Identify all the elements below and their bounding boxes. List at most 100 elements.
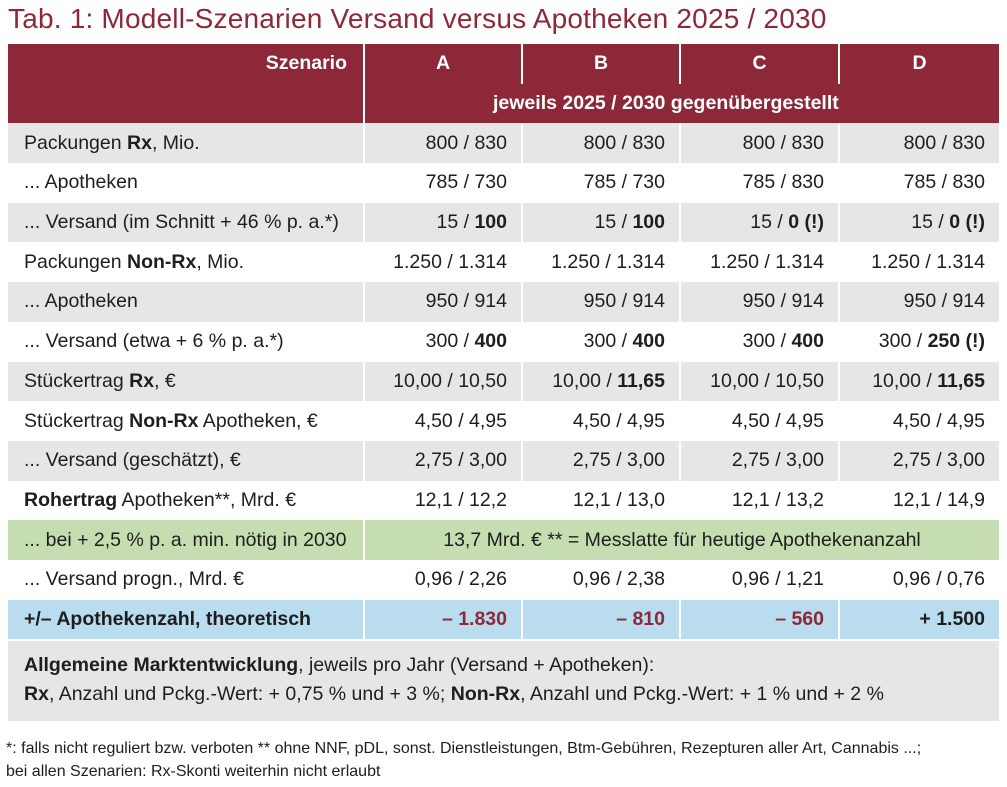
cell-scenario-d: 4,50 / 4,95 <box>838 401 999 441</box>
cell-part-0: 800 / 830 <box>425 131 507 154</box>
row-label-part-0: ... Versand (geschätzt), € <box>24 449 241 472</box>
cell-part-0: 10,00 / 10,50 <box>393 369 507 392</box>
cell-part-0: 300 / <box>742 330 792 353</box>
cell-part-0: 785 / 830 <box>742 171 824 194</box>
cell-part-1: 100 <box>632 211 665 234</box>
table-row: ... Versand (etwa + 6 % p. a.*) 300 / 400… <box>8 321 999 362</box>
row-label-part-1: Rx <box>127 131 152 154</box>
cell-scenario-b: 800 / 830 <box>521 123 680 164</box>
header-col-a: A <box>363 44 522 84</box>
cell-part-0: 2,75 / 3,00 <box>572 449 665 472</box>
cell-part-1: 0 (!) <box>949 211 985 234</box>
subheader-row: jeweils 2025 / 2030 gegenübergestellt <box>8 83 999 124</box>
header-corner-label: Szenario <box>8 44 364 84</box>
row-label-part-2: , Mio. <box>151 131 200 154</box>
cell-part-0: 15 / <box>436 211 475 234</box>
cell-scenario-c: 0,96 / 1,21 <box>679 559 839 600</box>
footnote: *: falls nicht reguliert bzw. verboten *… <box>6 737 921 783</box>
cell-scenario-d: 10,00 / 11,65 <box>838 361 999 402</box>
cell-scenario-a: 15 / 100 <box>363 202 522 243</box>
market-line-2-part-1: , Anzahl und Pckg.-Wert: + 0,75 % und + … <box>48 683 451 706</box>
cell-scenario-d: 785 / 830 <box>838 163 999 203</box>
header-col-c: C <box>679 44 839 84</box>
cell-part-0: 2,75 / 3,00 <box>731 449 824 472</box>
market-development-line-2: Rx, Anzahl und Pckg.-Wert: + 0,75 % und … <box>24 680 983 709</box>
row-label-part-0: ... Versand (im Schnitt + 46 % p. a.*) <box>24 211 339 234</box>
table-row: ... Versand (im Schnitt + 46 % p. a.*) 15… <box>8 202 999 243</box>
cell-part-0: 950 / 914 <box>903 290 985 313</box>
cell-scenario-d: 1.250 / 1.314 <box>838 242 999 283</box>
row-label: ... Versand (geschätzt), € <box>8 440 364 481</box>
cell-part-0: 950 / 914 <box>742 290 824 313</box>
table-row: ... Apotheken 950 / 914 950 / 914 950 / 914… <box>8 282 999 322</box>
cell-part-0: 12,1 / 13,2 <box>731 488 824 511</box>
row-label: Packungen Rx, Mio. <box>8 123 364 164</box>
cell-part-1: 400 <box>632 330 665 353</box>
result-scenario-c: – 560 <box>679 599 839 640</box>
cell-scenario-b: 12,1 / 13,0 <box>521 480 680 521</box>
cell-scenario-b: 10,00 / 11,65 <box>521 361 680 402</box>
cell-part-0: 800 / 830 <box>583 131 665 154</box>
benchmark-note: 13,7 Mrd. € ** = Messlatte für heutige A… <box>363 520 999 560</box>
footnote-line-1: *: falls nicht reguliert bzw. verboten *… <box>6 740 922 757</box>
cell-part-1: 100 <box>474 211 507 234</box>
cell-part-0: 4,50 / 4,95 <box>892 409 985 432</box>
cell-part-0: 800 / 830 <box>742 131 824 154</box>
cell-part-0: 12,1 / 14,9 <box>892 488 985 511</box>
cell-part-0: 4,50 / 4,95 <box>731 409 824 432</box>
cell-scenario-b: 15 / 100 <box>521 202 680 243</box>
table-row: Rohertrag Apotheken**, Mrd. € 12,1 / 12,2… <box>8 480 999 521</box>
row-label-part-2: , € <box>154 369 176 392</box>
row-label: Rohertrag Apotheken**, Mrd. € <box>8 480 364 521</box>
market-line-2-part-3: , Anzahl und Pckg.-Wert: + 1 % und + 2 % <box>520 683 884 706</box>
subheader-text: jeweils 2025 / 2030 gegenübergestellt <box>363 83 999 124</box>
cell-part-0: 950 / 914 <box>425 290 507 313</box>
cell-scenario-b: 1.250 / 1.314 <box>521 242 680 283</box>
row-label-part-2: , Mio. <box>196 250 245 273</box>
scenario-table-wrapper: Szenario A B C D jeweils 2025 / 2030 geg… <box>8 44 999 722</box>
cell-part-1: 11,65 <box>937 369 985 392</box>
cell-part-0: 2,75 / 3,00 <box>414 449 507 472</box>
cell-part-0: 300 / <box>425 330 475 353</box>
scenario-table-body: Szenario A B C D jeweils 2025 / 2030 geg… <box>8 44 999 640</box>
cell-scenario-a: 785 / 730 <box>363 163 522 203</box>
table-row: ... Apotheken 785 / 730 785 / 730 785 / 830… <box>8 163 999 203</box>
cell-part-0: 4,50 / 4,95 <box>414 409 507 432</box>
result-row: +/– Apothekenzahl, theoretisch – 1.830– 8… <box>8 599 999 640</box>
benchmark-row: ... bei + 2,5 % p. a. min. nötig in 2030… <box>8 520 999 560</box>
cell-scenario-c: 785 / 830 <box>679 163 839 203</box>
table-title: Tab. 1: Modell-Szenarien Versand versus … <box>8 3 827 34</box>
result-label: +/– Apothekenzahl, theoretisch <box>8 599 364 640</box>
cell-scenario-b: 785 / 730 <box>521 163 680 203</box>
row-label: ... Versand progn., Mrd. € <box>8 559 364 600</box>
row-label-part-0: Packungen <box>24 131 127 154</box>
row-label-part-0: ... Versand (etwa + 6 % p. a.*) <box>24 330 284 353</box>
cell-part-1: 11,65 <box>617 369 665 392</box>
row-label-part-0: ... Apotheken <box>24 171 138 194</box>
cell-scenario-c: 300 / 400 <box>679 321 839 362</box>
cell-part-0: 1.250 / 1.314 <box>871 250 985 273</box>
cell-scenario-a: 10,00 / 10,50 <box>363 361 522 402</box>
row-label: ... Apotheken <box>8 282 364 322</box>
cell-scenario-c: 15 / 0 (!) <box>679 202 839 243</box>
row-label-part-0: Rohertrag <box>24 488 118 511</box>
header-col-b: B <box>521 44 680 84</box>
cell-scenario-d: 12,1 / 14,9 <box>838 480 999 521</box>
market-line-2-part-2: Non-Rx <box>450 683 521 706</box>
row-label-part-1: Non-Rx <box>129 409 199 432</box>
cell-part-1: 400 <box>474 330 507 353</box>
cell-part-0: 15 / <box>911 211 950 234</box>
cell-scenario-c: 800 / 830 <box>679 123 839 164</box>
cell-part-0: 1.250 / 1.314 <box>710 250 824 273</box>
cell-part-0: 785 / 730 <box>583 171 665 194</box>
table-row: Stückertrag Rx, € 10,00 / 10,50 10,00 / 11… <box>8 361 999 402</box>
cell-part-0: 12,1 / 12,2 <box>414 488 507 511</box>
cell-part-0: 1.250 / 1.314 <box>551 250 665 273</box>
cell-scenario-a: 950 / 914 <box>363 282 522 322</box>
cell-scenario-d: 15 / 0 (!) <box>838 202 999 243</box>
benchmark-label: ... bei + 2,5 % p. a. min. nötig in 2030 <box>8 520 364 560</box>
cell-scenario-b: 300 / 400 <box>521 321 680 362</box>
market-development-line-1: Allgemeine Marktentwicklung, jeweils pro… <box>24 651 983 680</box>
row-label: Stückertrag Rx, € <box>8 361 364 402</box>
cell-part-0: 300 / <box>583 330 633 353</box>
